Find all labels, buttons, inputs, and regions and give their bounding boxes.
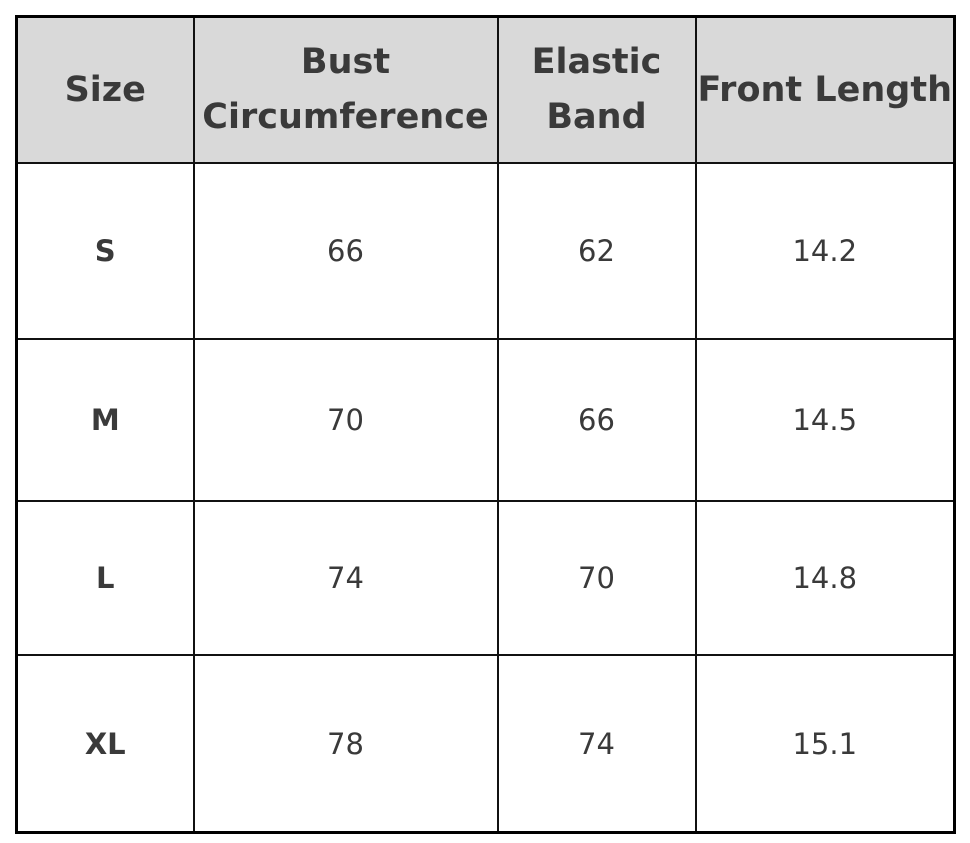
cell-front-length: 14.2 (694, 162, 956, 340)
cell-front-length: 14.5 (694, 338, 956, 502)
cell-front-length: 15.1 (694, 654, 956, 834)
table-row: XL 78 74 15.1 (15, 654, 956, 834)
header-size: Size (15, 15, 195, 164)
header-front-length: Front Length (694, 15, 956, 164)
cell-elastic-band: 74 (496, 654, 697, 834)
table-row: S 66 62 14.2 (15, 162, 956, 340)
header-bust: Bust Circumference (192, 15, 499, 164)
cell-elastic-band: 70 (496, 500, 697, 656)
cell-size: L (15, 500, 195, 656)
table-row: L 74 70 14.8 (15, 500, 956, 656)
cell-size: S (15, 162, 195, 340)
cell-front-length: 14.8 (694, 500, 956, 656)
cell-elastic-band: 66 (496, 338, 697, 502)
header-row: Size Bust Circumference Elastic Band Fro… (15, 15, 956, 164)
cell-size: M (15, 338, 195, 502)
cell-bust: 74 (192, 500, 499, 656)
cell-bust: 70 (192, 338, 499, 502)
cell-size: XL (15, 654, 195, 834)
cell-bust: 66 (192, 162, 499, 340)
size-chart-table: Size Bust Circumference Elastic Band Fro… (15, 15, 956, 834)
table-row: M 70 66 14.5 (15, 338, 956, 502)
header-elastic-band: Elastic Band (496, 15, 697, 164)
cell-elastic-band: 62 (496, 162, 697, 340)
cell-bust: 78 (192, 654, 499, 834)
